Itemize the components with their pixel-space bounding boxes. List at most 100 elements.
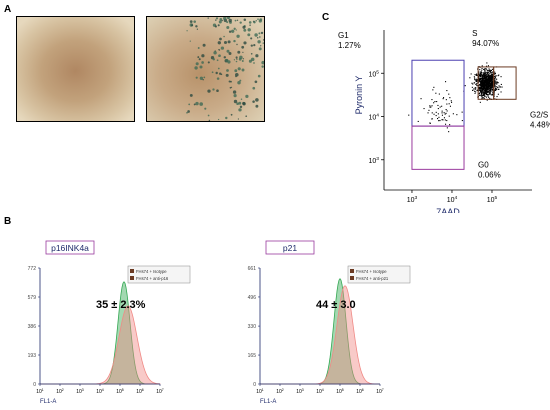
event-dot [482, 94, 484, 96]
event-dot [483, 94, 485, 96]
event-dot [488, 89, 490, 91]
event-dot [478, 88, 480, 90]
event-dot [489, 84, 491, 86]
event-dot [474, 90, 476, 92]
stain-dot [237, 50, 241, 54]
event-dot [485, 93, 487, 95]
event-dot [480, 79, 482, 81]
event-dot [500, 83, 502, 85]
event-dot [488, 78, 490, 80]
stain-dot [236, 19, 239, 21]
event-dot [490, 76, 492, 78]
event-dot [487, 88, 489, 90]
event-dot [494, 85, 496, 87]
event-dot [495, 75, 497, 77]
histogram-annotation: 35 ± 2.3% [96, 299, 146, 311]
event-dot [496, 86, 498, 88]
event-dot [491, 83, 493, 85]
histogram-series [260, 277, 380, 385]
event-dot [490, 81, 492, 83]
y-tick-label: 661 [248, 266, 257, 272]
event-dot [485, 90, 487, 92]
event-dot [488, 86, 490, 88]
event-dot [490, 75, 492, 77]
event-dot [470, 73, 472, 75]
y-tick-label: 193 [28, 353, 37, 359]
event-dot [475, 87, 477, 89]
histogram-title-box [265, 240, 315, 255]
event-dot [485, 87, 487, 89]
event-dot [494, 76, 496, 78]
event-dot [486, 89, 488, 91]
event-dot [487, 74, 489, 76]
stain-dot [236, 102, 239, 106]
event-dot [484, 76, 486, 78]
stain-dot [217, 41, 221, 45]
event-dot [479, 89, 481, 91]
event-dot [480, 91, 482, 93]
event-dot [493, 90, 495, 92]
stain-dot [255, 98, 259, 102]
stain-dot [257, 40, 261, 44]
event-dot [482, 85, 484, 87]
event-dot [490, 84, 492, 86]
event-dot [478, 75, 480, 77]
event-dot [482, 82, 484, 84]
event-dot [429, 105, 431, 107]
stain-dot [226, 25, 230, 30]
event-dot [487, 69, 489, 71]
event-dot [448, 103, 450, 105]
event-dot [479, 72, 481, 74]
stain-dot [239, 105, 243, 109]
legend-swatch [130, 269, 134, 273]
event-dot [479, 101, 481, 103]
event-dot [496, 88, 498, 90]
gate-g0 [411, 125, 465, 170]
y-tick-label: 496 [248, 295, 257, 301]
event-dot [492, 88, 494, 90]
event-dot [436, 101, 438, 103]
event-dot [494, 88, 496, 90]
event-dot [489, 92, 491, 94]
y-tick-label: 104 [368, 113, 379, 122]
event-dot [486, 65, 488, 67]
x-axis-label: 7AAD [436, 207, 460, 213]
event-dot [482, 90, 484, 92]
stain-dot [196, 28, 199, 30]
x-tick-label: 104 [447, 195, 458, 204]
event-dot [491, 68, 493, 70]
event-dot [483, 91, 485, 93]
event-dot [494, 75, 496, 77]
event-dot [495, 80, 497, 82]
event-dot [489, 90, 491, 92]
gate-label: G0 [478, 160, 489, 169]
event-dot [494, 85, 496, 87]
x-tick-label: 106 [356, 388, 364, 395]
stain-dot [193, 20, 196, 23]
event-dot [469, 77, 471, 79]
event-dot [486, 76, 488, 78]
stain-dot [223, 56, 226, 59]
event-dot [481, 83, 483, 85]
x-tick-label: 101 [36, 388, 44, 395]
event-dot [482, 90, 484, 92]
histogram-legend: FHs74 + Isotype FHs74 + anti-p21 [347, 265, 411, 284]
event-dot [489, 70, 491, 72]
event-dot [478, 90, 480, 92]
event-dot [491, 90, 493, 92]
event-dot [485, 82, 487, 84]
stain-dot [243, 28, 247, 32]
event-dot [482, 92, 484, 94]
histogram-legend: FHs74 + Isotype FHs74 + anti-p16 [127, 265, 191, 284]
event-dot [481, 88, 483, 90]
stain-dot [260, 31, 264, 35]
event-dot [435, 115, 437, 117]
event-dot [491, 83, 493, 85]
stain-dot [237, 80, 241, 85]
event-dot [497, 75, 499, 77]
event-dot [478, 78, 480, 80]
event-dot [489, 75, 491, 77]
event-dot [483, 93, 485, 95]
event-dot [491, 74, 493, 76]
event-dot [479, 84, 481, 86]
